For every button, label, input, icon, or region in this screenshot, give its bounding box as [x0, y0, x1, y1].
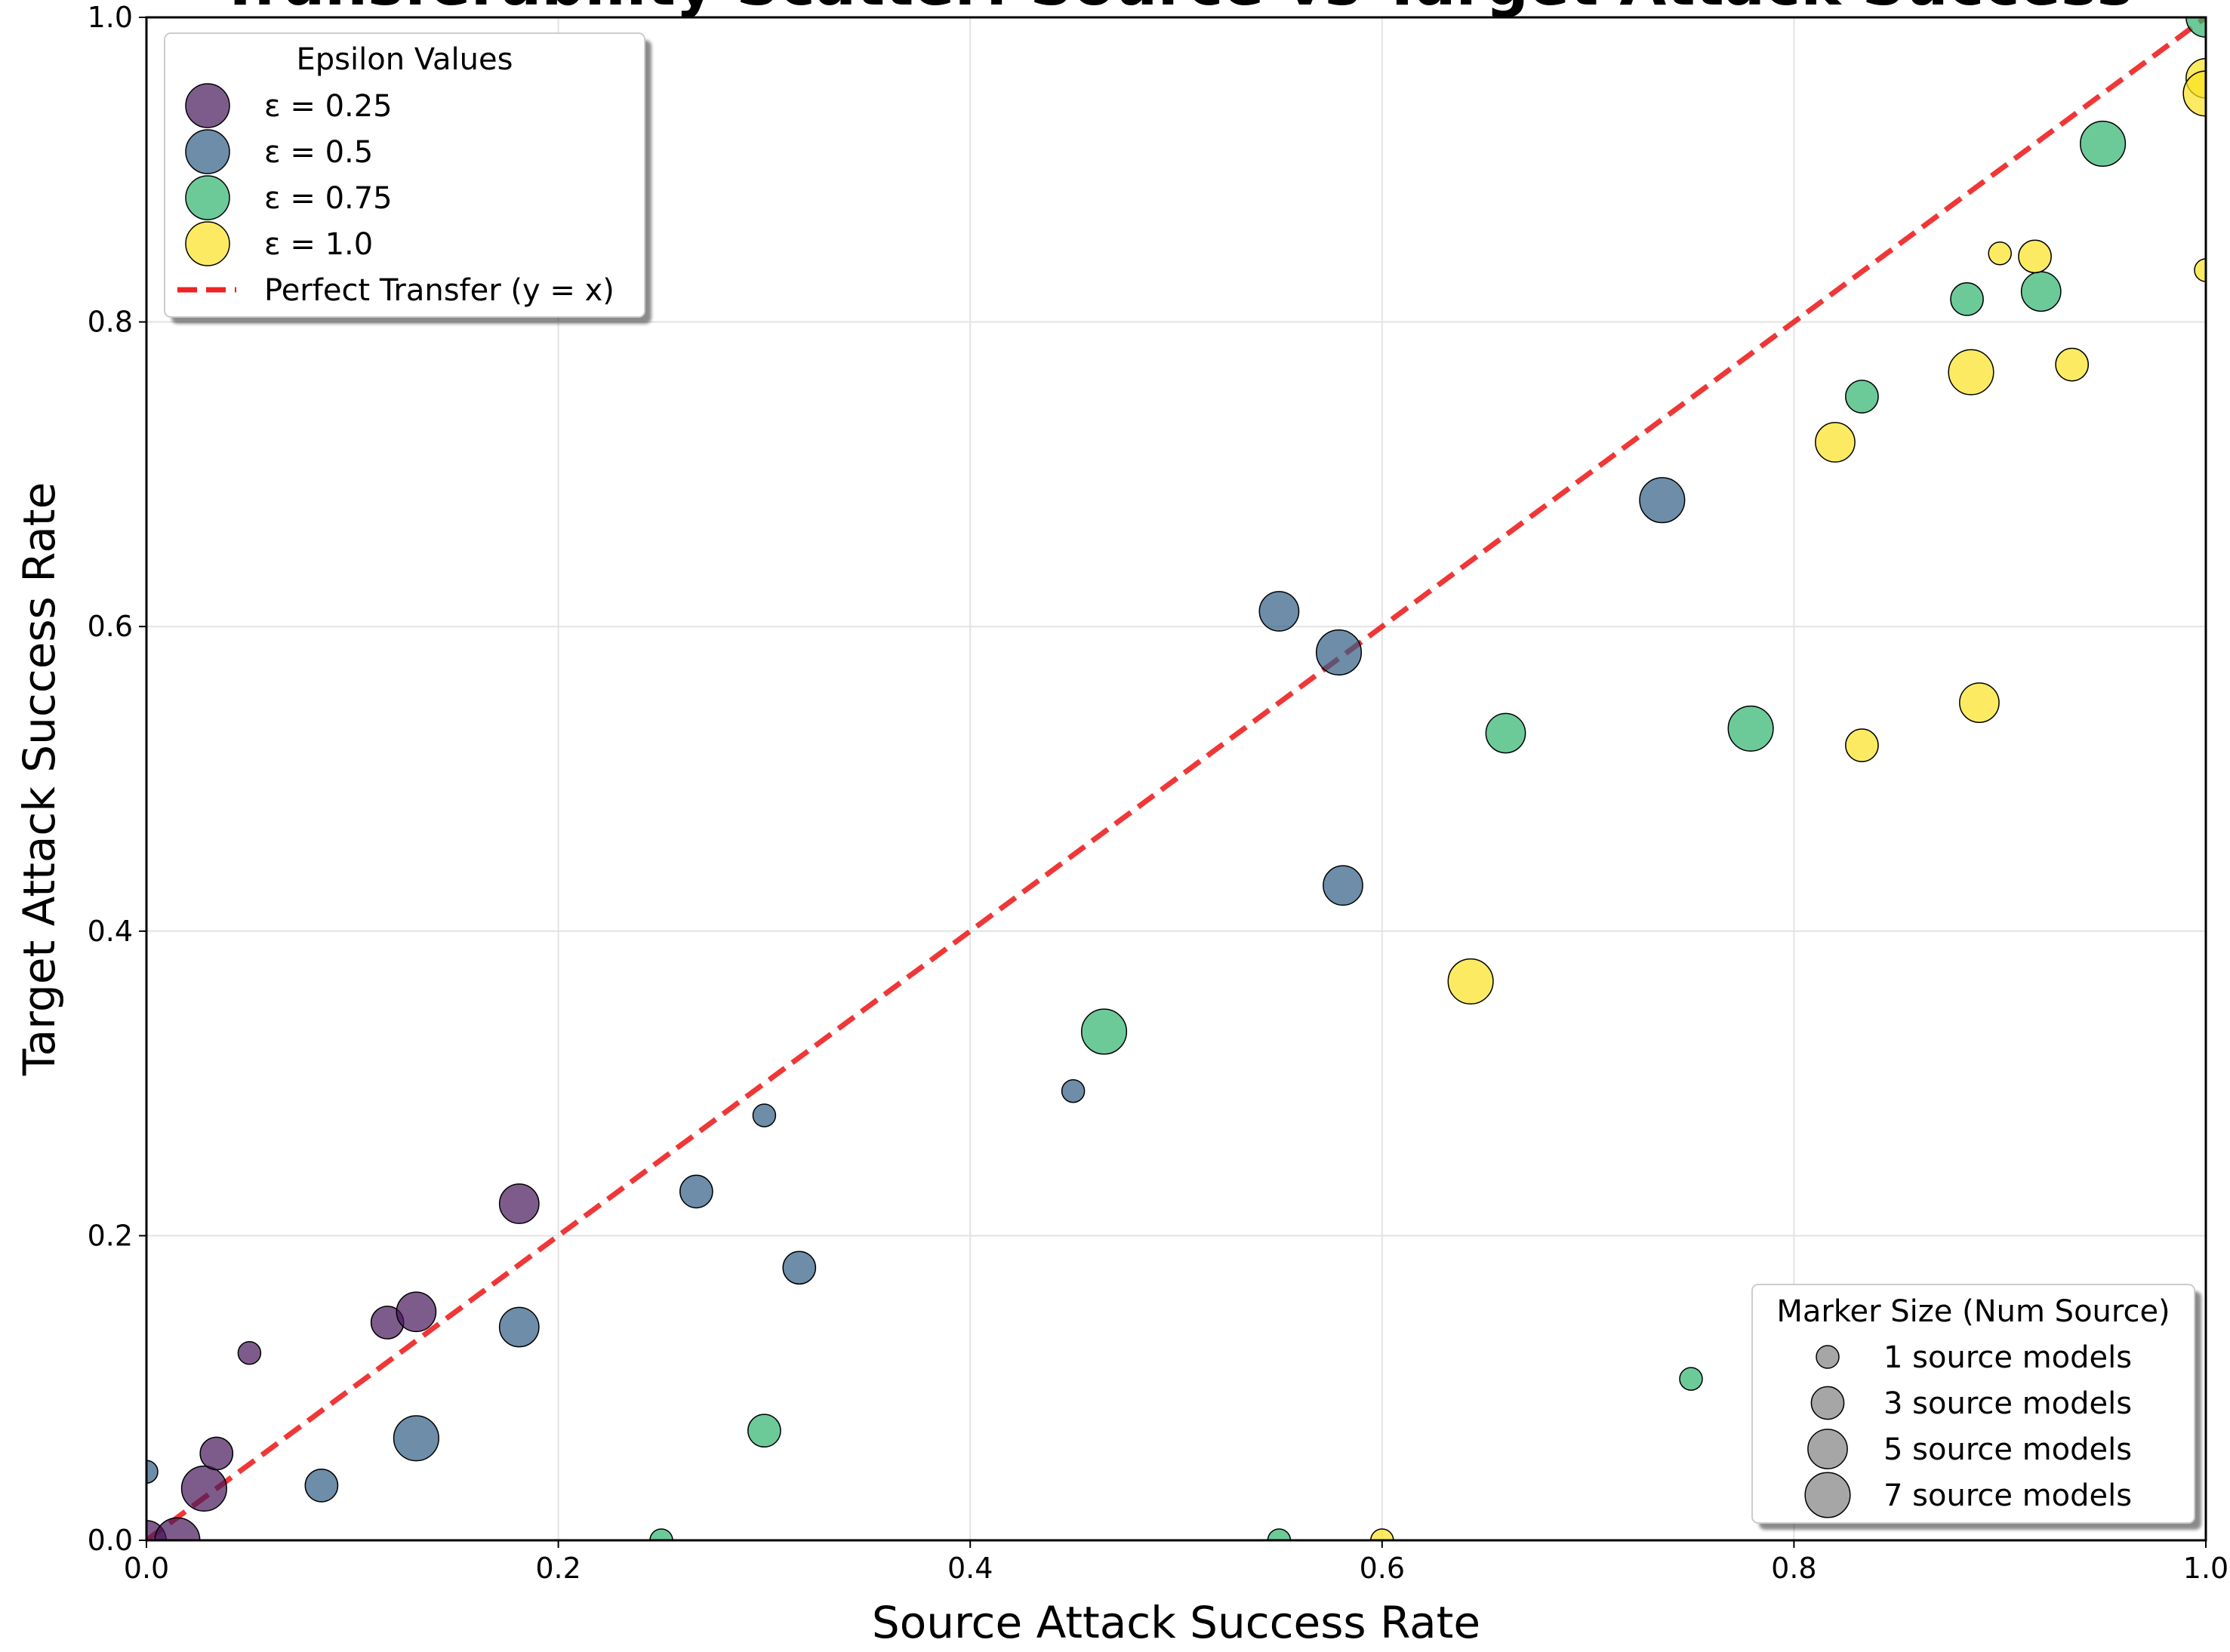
- marker-size-legend: Marker Size (Num Source) 1 source models…: [1751, 1284, 2201, 1530]
- perfect-transfer-line: [146, 17, 2206, 1540]
- data-point: [1061, 1078, 1086, 1103]
- data-point: [1639, 477, 1686, 524]
- data-point: [1447, 958, 1494, 1004]
- legend-title: Marker Size (Num Source): [1776, 1294, 2170, 1329]
- legend-label: Perfect Transfer (y = x): [264, 273, 614, 308]
- legend-size-marker: [1810, 1386, 1845, 1420]
- data-point: [180, 1465, 227, 1512]
- data-point: [2020, 271, 2062, 312]
- legend-label: 1 source models: [1883, 1340, 2132, 1375]
- y-axis-title: Target Attack Success Rate: [14, 482, 65, 1076]
- y-tick-label: 0.2: [88, 1219, 133, 1252]
- data-point: [1845, 380, 1879, 414]
- data-point: [679, 1174, 713, 1209]
- data-points-layer: [146, 17, 2206, 1540]
- data-point: [1815, 422, 1856, 463]
- legend-size-marker: [1816, 1345, 1840, 1369]
- data-point: [2185, 17, 2206, 38]
- data-point: [1679, 1367, 1703, 1391]
- x-tick-label: 0.2: [535, 1552, 581, 1585]
- data-point: [1080, 1008, 1128, 1055]
- y-tick-label: 0.0: [88, 1524, 133, 1557]
- data-point: [498, 1183, 540, 1224]
- legend-frame: [1751, 1284, 2195, 1524]
- x-tick-label: 0.0: [124, 1552, 169, 1585]
- data-point: [1267, 1528, 1292, 1540]
- data-point: [1258, 591, 1300, 632]
- data-point: [1315, 629, 1363, 676]
- legend-frame: [164, 32, 645, 318]
- legend-marker: [185, 83, 230, 128]
- y-tick-label: 0.6: [88, 610, 133, 643]
- data-point: [393, 1415, 439, 1462]
- data-point: [304, 1469, 339, 1503]
- x-tick-label: 0.8: [1771, 1552, 1816, 1585]
- x-axis-title: Source Attack Success Rate: [872, 1597, 1480, 1648]
- data-point: [1948, 349, 1994, 395]
- y-tick-label: 0.4: [88, 915, 133, 948]
- data-point: [396, 1291, 437, 1333]
- data-point: [2018, 239, 2052, 274]
- data-point: [1485, 712, 1526, 754]
- y-tick-label: 0.8: [88, 306, 133, 339]
- data-point: [649, 1528, 673, 1540]
- data-point: [146, 1460, 159, 1484]
- data-point: [237, 1341, 262, 1365]
- data-point: [2055, 347, 2090, 382]
- data-point: [1988, 241, 2012, 266]
- x-tick-label: 0.4: [947, 1552, 993, 1585]
- epsilon-legend: Epsilon Values ε = 0.25 ε = 0.5 ε = 0.75 ε …: [164, 32, 651, 324]
- data-point: [1727, 705, 1774, 752]
- data-point: [1370, 1528, 1394, 1540]
- legend-size-marker: [1804, 1472, 1851, 1518]
- legend-label: ε = 1.0: [264, 227, 373, 262]
- data-point: [747, 1414, 781, 1448]
- chart-title: Transferability Scatter: Source vs Targe…: [220, 0, 2133, 19]
- data-point: [2194, 258, 2206, 282]
- data-point: [2080, 120, 2127, 168]
- data-point: [1845, 728, 1879, 762]
- x-tick-label: 0.6: [1360, 1552, 1405, 1585]
- axis-ticks: 0.0 0.2 0.4 0.6 0.8 1.0 0.0 0.2 0.4 0.6 0.8 1.0: [88, 1, 2229, 1585]
- x-tick-label: 1.0: [2183, 1552, 2228, 1585]
- legend-label: 7 source models: [1883, 1478, 2132, 1513]
- data-point: [199, 1436, 234, 1471]
- data-point: [1950, 281, 1984, 316]
- legend-label: 5 source models: [1883, 1432, 2132, 1467]
- legend-label: ε = 0.25: [264, 89, 393, 124]
- legend-label: 3 source models: [1883, 1386, 2132, 1421]
- legend-label: ε = 0.5: [264, 135, 373, 170]
- plot-frame: [145, 16, 2207, 1542]
- data-point: [498, 1306, 540, 1348]
- data-point: [782, 1251, 817, 1285]
- data-point: [752, 1103, 777, 1127]
- legend-marker: [185, 175, 230, 220]
- legend-label: ε = 0.75: [264, 181, 393, 216]
- y-tick-label: 1.0: [88, 1, 133, 34]
- legend-title: Epsilon Values: [297, 42, 513, 77]
- reference-line-layer: [146, 17, 2206, 1540]
- data-point: [1323, 865, 1363, 906]
- legend-marker: [185, 129, 230, 174]
- data-point: [1959, 682, 2000, 723]
- legend-size-marker: [1807, 1429, 1848, 1469]
- legend-marker: [185, 221, 230, 266]
